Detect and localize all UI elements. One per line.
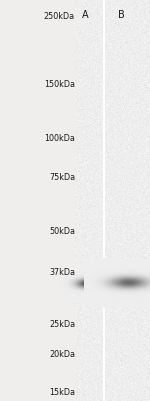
- Text: 50kDa: 50kDa: [49, 227, 75, 236]
- Text: 15kDa: 15kDa: [49, 389, 75, 397]
- Text: 150kDa: 150kDa: [44, 80, 75, 89]
- Text: 37kDa: 37kDa: [49, 267, 75, 277]
- Text: B: B: [118, 10, 125, 20]
- Text: A: A: [82, 10, 89, 20]
- Text: 20kDa: 20kDa: [49, 350, 75, 359]
- Text: 250kDa: 250kDa: [44, 12, 75, 20]
- Bar: [103, 0, 105, 401]
- Text: 25kDa: 25kDa: [49, 320, 75, 329]
- Text: 100kDa: 100kDa: [44, 134, 75, 143]
- Text: 75kDa: 75kDa: [49, 173, 75, 182]
